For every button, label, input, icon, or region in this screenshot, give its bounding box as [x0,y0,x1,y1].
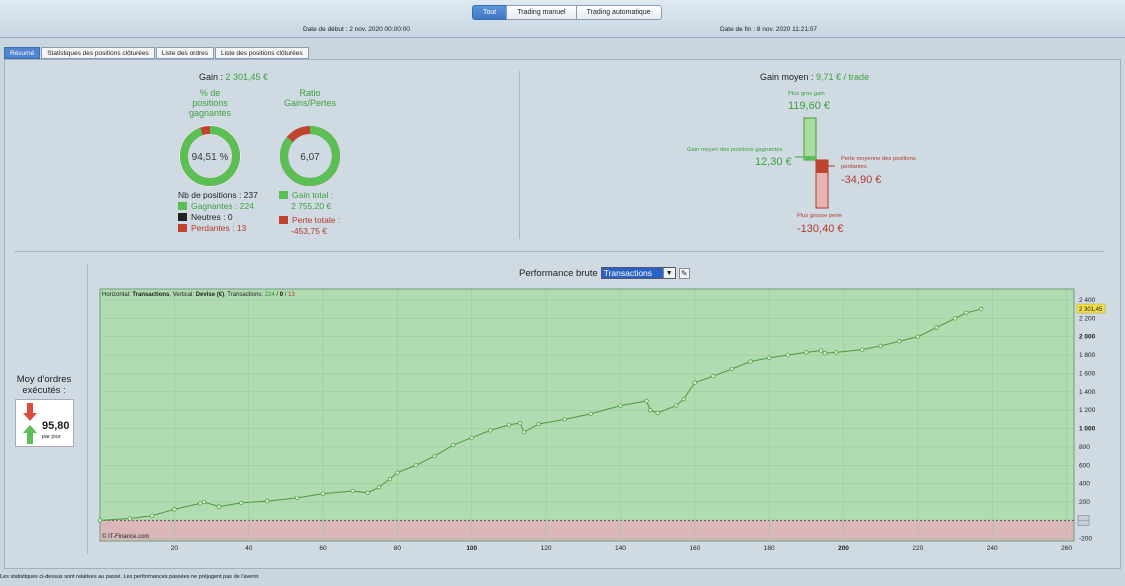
stat-gain-total: Gain total : [279,190,333,200]
arrow-down-icon [23,403,37,421]
perte-moyenne-value: -34,90 € [841,174,882,186]
section-divider [519,71,520,239]
nb-positions: Nb de positions : 237 [178,190,258,200]
section-divider-vertical [87,264,88,554]
ratio-value: 6,07 [300,152,320,163]
moy-label-line1: Moy d'ordres [16,374,72,385]
plus-grosse-perte-label: Plus grosse perte [797,213,843,219]
performance-select-value[interactable]: Transactions [601,268,663,278]
moy-ordres-value: 95,80 [42,420,70,432]
gagnantes-text: Gagnantes : 224 [191,201,254,211]
pct-title-line1: % de [199,88,221,98]
top-toolbar: Tout Trading manuel Trading automatique … [0,0,1125,38]
pct-title-line3: gagnantes [188,108,232,118]
green-swatch [178,202,187,210]
average-gain-loss-bars [795,117,835,209]
max-gain-bar [803,117,817,161]
date-start: Date de début : 2 nov. 2020 00:00:00 [303,26,410,33]
subtab-bar: Résumé Statistiques des positions clôtur… [4,47,310,59]
moy-ordres-label: Moy d'ordres exécutés : [14,374,74,396]
order-arrows-icon [23,403,37,444]
gain-label: Gain : [199,72,226,82]
summary-panel [4,59,1121,569]
tab-trading-automatique[interactable]: Trading automatique [575,5,662,20]
tab-trading-manuel[interactable]: Trading manuel [506,5,577,20]
stat-perte-totale: Perte totale : [279,215,340,225]
gain-moyen-label: Gain moyen : [760,72,817,82]
footer-disclaimer: Les statistiques ci-dessus sont relative… [0,574,260,580]
red-swatch [178,224,187,232]
tab-liste-ordres[interactable]: Liste des ordres [155,47,214,59]
ratio-donut: 6,07 [280,126,340,186]
performance-title: Performance brute [519,267,598,279]
red-swatch [279,216,288,224]
stat-gagnantes: Gagnantes : 224 [178,201,254,211]
ratio-title: Ratio Gains/Pertes [270,88,350,108]
chevron-down-icon[interactable]: ▼ [662,268,675,278]
green-swatch [279,191,288,199]
ratio-title-line2: Gains/Pertes [283,98,337,108]
gain-moyen-gagnantes-label: Gain moyen des positions gagnantes [687,147,783,153]
perte-moyenne-label-2: perdantes [841,164,867,170]
plus-grosse-perte-value: -130,40 € [797,223,844,235]
stat-neutres: Neutres : 0 [178,212,233,222]
pct-title-line2: positions [192,98,228,108]
pct-title: % de positions gagnantes [175,88,245,118]
perte-moyenne-label-1: Perte moyenne des positions [841,156,916,162]
pct-winning-donut: 94,51 % [179,125,241,187]
moy-ordres-unit: par jour [42,434,61,440]
gain-header: Gain : 2 301,45 € [199,72,268,82]
gain-moyen-value: 9,71 € / trade [816,72,870,82]
perte-totale-label: Perte totale : [292,215,341,225]
plus-gros-gain-value: 119,60 € [788,100,831,112]
gain-total-label: Gain total : [292,190,334,200]
wrench-icon[interactable]: ✎ [678,267,690,279]
perdantes-text: Perdantes : 13 [191,223,247,233]
tab-tout[interactable]: Tout [472,5,508,20]
performance-select[interactable]: Transactions ▼ [600,267,676,279]
gain-value: 2 301,45 € [225,72,269,82]
neutres-text: Neutres : 0 [191,212,233,222]
mode-tab-group: Tout Trading manuel Trading automatique [472,5,662,20]
tab-liste-positions[interactable]: Liste des positions clôturées [215,47,309,59]
plus-gros-gain-label: Plus gros gain [788,91,825,97]
gain-moyen-header: Gain moyen : 9,71 € / trade [760,72,869,82]
moy-ordres-box [15,399,74,447]
performance-header: Performance brute Transactions ▼ ✎ [519,267,690,279]
avg-gain-bar [804,156,816,160]
pct-value: 94,51 % [192,152,229,163]
gain-total-value: 2 755,20 € [291,201,332,211]
tab-resume[interactable]: Résumé [4,47,41,59]
black-swatch [178,213,187,221]
gain-moyen-gagnantes-value: 12,30 € [755,156,792,168]
arrow-up-icon [23,425,37,444]
ratio-title-line1: Ratio [299,88,321,98]
avg-loss-bar [816,160,828,173]
section-divider-horizontal [14,251,1105,252]
date-end: Date de fin : 8 nov. 2020 11:21:07 [720,26,817,33]
tab-statistiques-positions[interactable]: Statistiques des positions clôturées [41,47,155,59]
perte-totale-value: -453,75 € [291,226,327,236]
moy-label-line2: exécutés : [22,385,66,396]
stat-perdantes: Perdantes : 13 [178,223,246,233]
